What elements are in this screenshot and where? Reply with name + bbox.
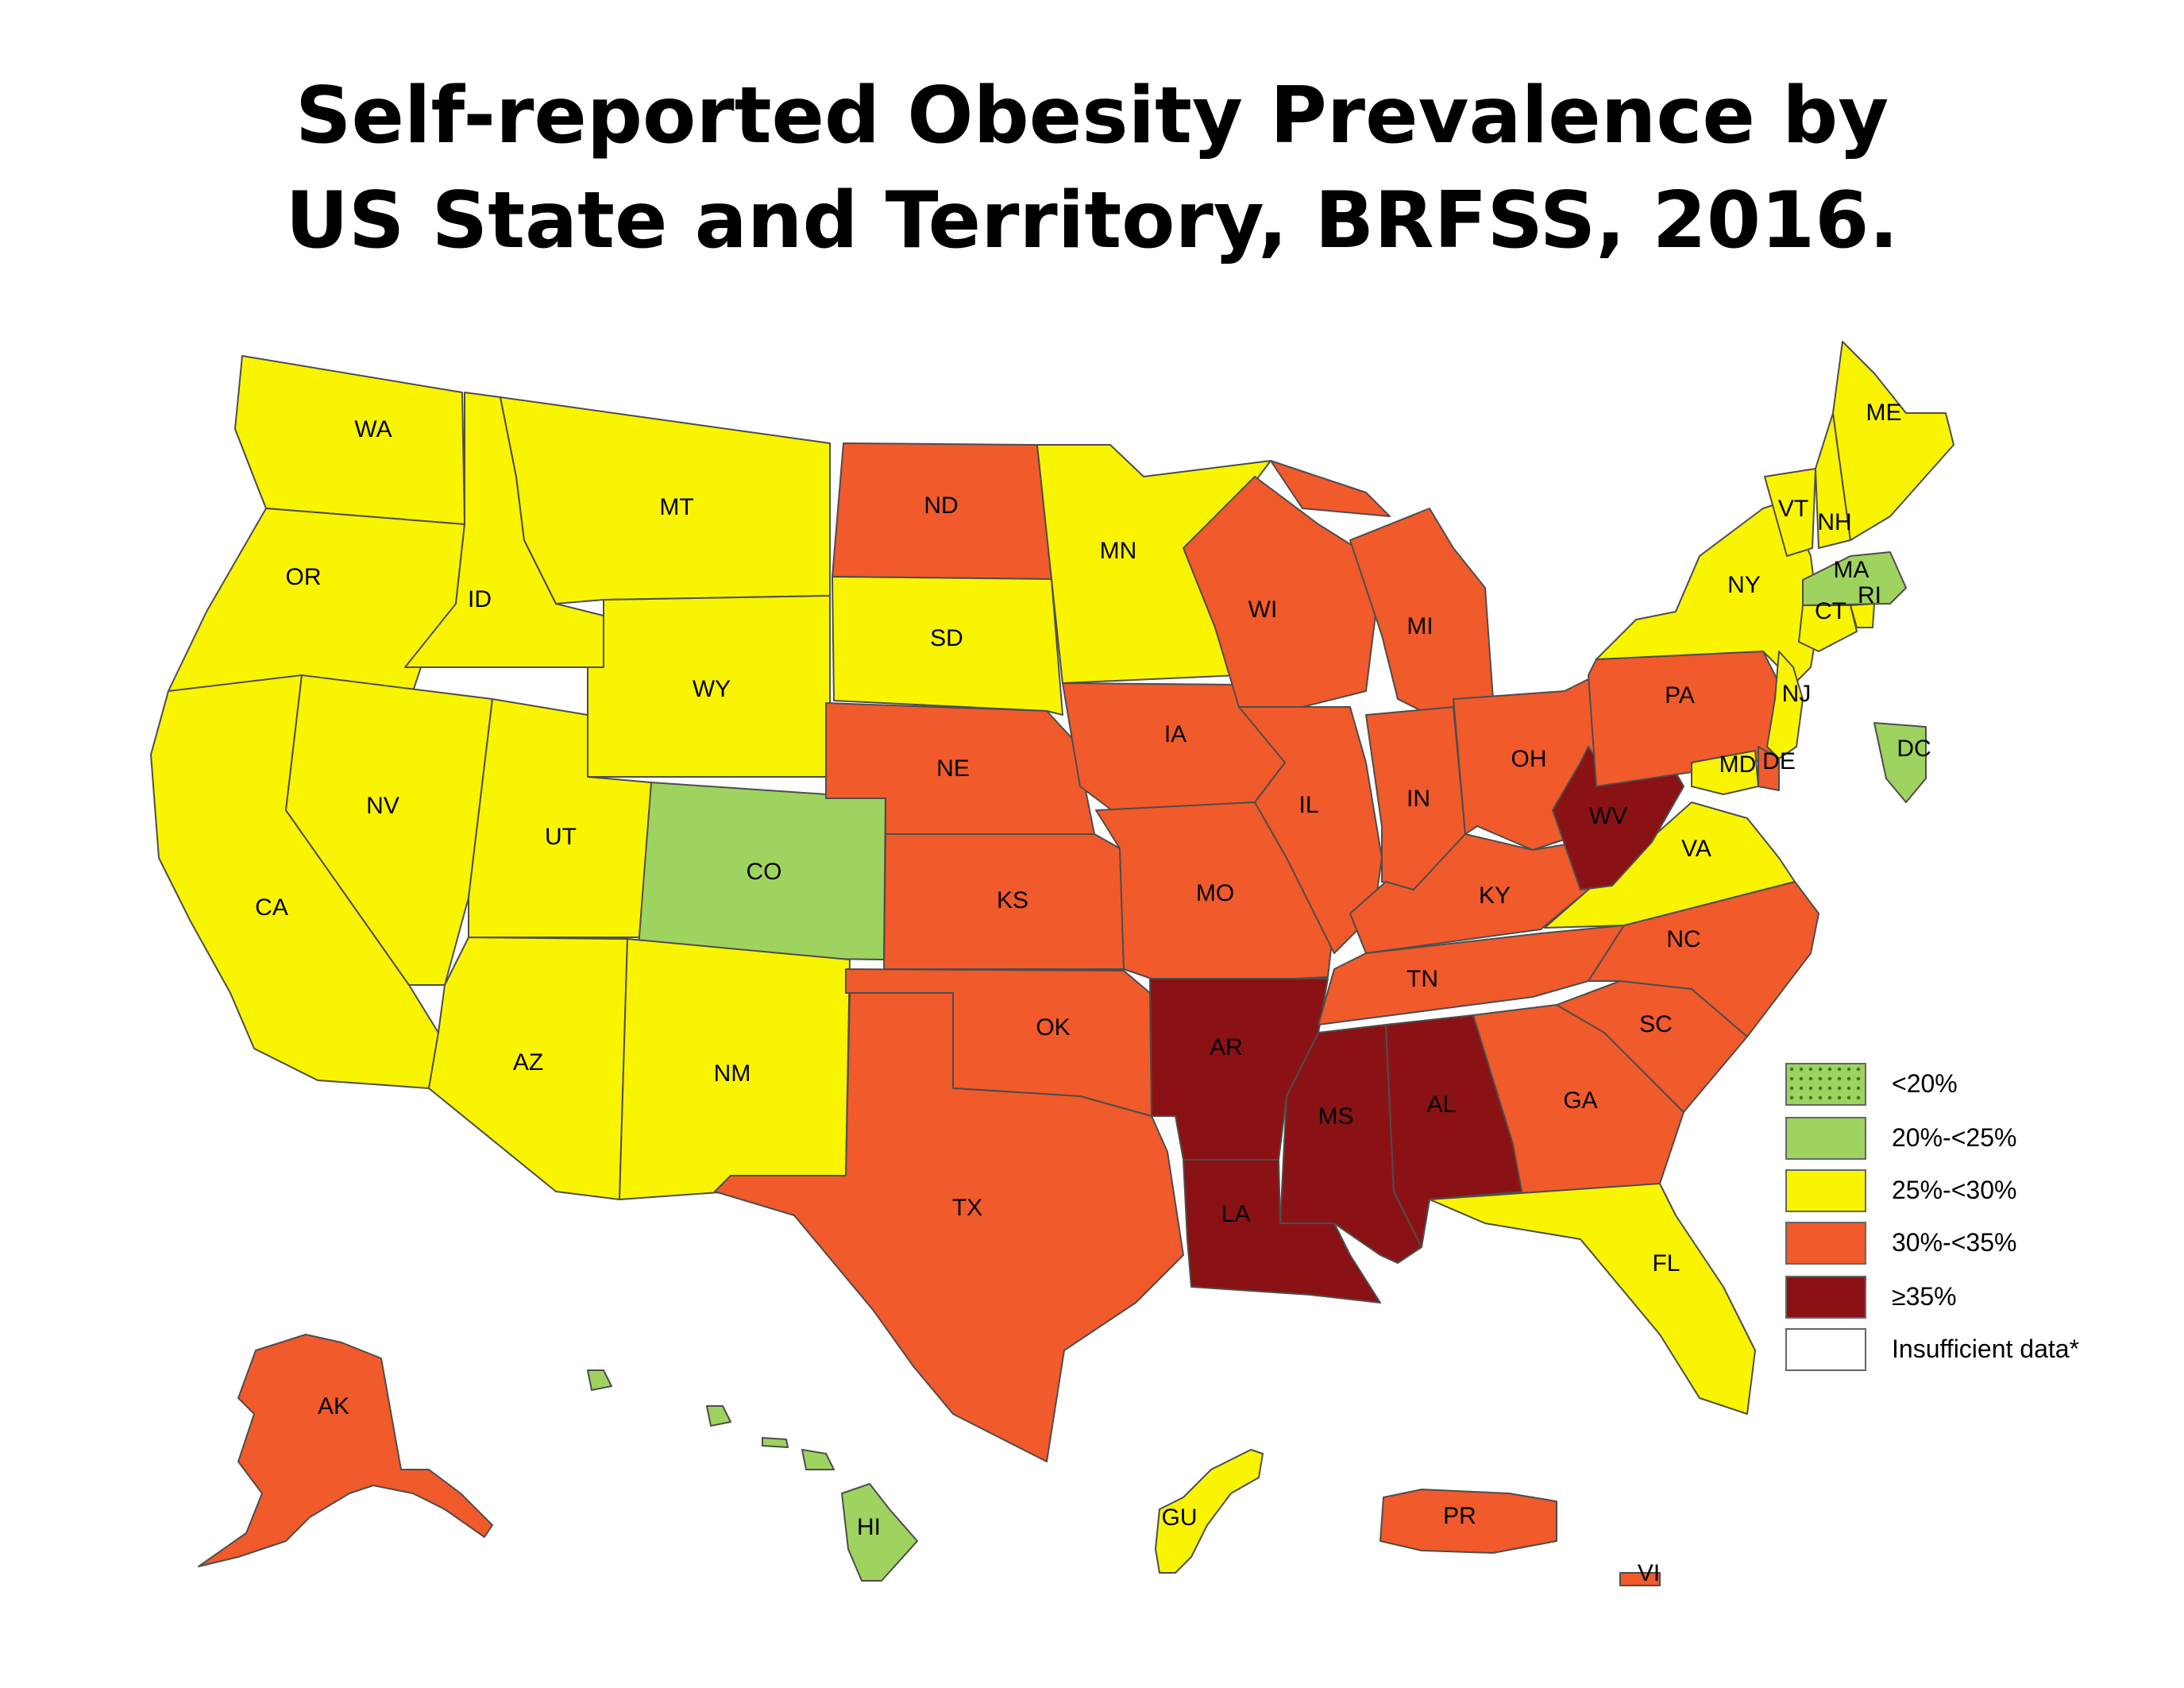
state-la	[1183, 1159, 1381, 1304]
state-label-ky: KY	[1479, 883, 1511, 909]
state-wa	[234, 355, 465, 525]
state-label-vt: VT	[1778, 496, 1808, 522]
state-label-sd: SD	[930, 625, 963, 651]
legend-item: 20%-<25%	[1785, 1117, 2167, 1163]
state-label-ar: AR	[1210, 1034, 1243, 1060]
state-label-vi: VI	[1638, 1560, 1660, 1586]
state-label-mn: MN	[1100, 538, 1137, 564]
state-label-mo: MO	[1196, 880, 1234, 906]
state-label-dc: DC	[1897, 736, 1931, 762]
state-label-nm: NM	[714, 1060, 751, 1087]
state-label-nh: NH	[1817, 509, 1851, 535]
legend-label: Insufficient data*	[1892, 1335, 2080, 1363]
state-me	[1832, 341, 1954, 541]
state-de	[1758, 746, 1780, 791]
title-line-1: Self-reported Obesity Prevalence by	[295, 71, 1889, 161]
legend-item: Insufficient data*	[1785, 1328, 2167, 1374]
state-label-fl: FL	[1652, 1250, 1680, 1277]
state-label-ny: NY	[1727, 572, 1761, 598]
legend-label: 20%-<25%	[1892, 1123, 2017, 1152]
state-label-tx: TX	[952, 1195, 982, 1221]
legend-swatch	[1785, 1063, 1866, 1106]
state-label-wv: WV	[1589, 803, 1627, 829]
state-sd	[832, 576, 1063, 716]
title-line-2: US State and Territory, BRFSS, 2016.	[285, 176, 1899, 266]
legend-item: <20%	[1785, 1063, 2167, 1109]
legend-swatch	[1785, 1222, 1866, 1265]
state-label-ia: IA	[1164, 721, 1187, 747]
state-label-nv: NV	[366, 793, 399, 819]
state-label-ks: KS	[997, 887, 1028, 914]
state-label-wi: WI	[1248, 597, 1278, 623]
state-label-ca: CA	[255, 894, 288, 921]
state-nj	[1766, 651, 1804, 759]
state-ct	[1798, 605, 1858, 652]
labels-layer: WA OR CA ID NV MT WY UT AZ CO NM ND SD NE KS OK TX MN IA MO…	[255, 400, 1931, 1586]
legend-label: <20%	[1892, 1069, 1958, 1098]
state-label-la: LA	[1221, 1201, 1251, 1227]
state-label-pr: PR	[1443, 1503, 1476, 1529]
state-tx	[714, 992, 1184, 1462]
state-label-mt: MT	[659, 494, 693, 520]
state-dc	[1873, 722, 1927, 803]
legend-label: 25%-<30%	[1892, 1176, 2017, 1204]
state-fl	[1429, 1183, 1756, 1415]
state-label-co: CO	[747, 859, 782, 885]
state-label-va: VA	[1681, 836, 1711, 862]
legend-item: ≥35%	[1785, 1276, 2167, 1322]
state-label-il: IL	[1298, 792, 1318, 818]
legend-swatch	[1785, 1328, 1866, 1371]
state-label-hi: HI	[857, 1514, 881, 1540]
state-label-wy: WY	[693, 676, 731, 702]
state-label-ma: MA	[1834, 557, 1870, 583]
state-label-ms: MS	[1318, 1103, 1354, 1130]
legend-item: 25%-<30%	[1785, 1169, 2167, 1215]
state-label-ct: CT	[1815, 598, 1846, 624]
state-label-sc: SC	[1639, 1011, 1673, 1037]
legend-swatch	[1785, 1276, 1866, 1319]
state-label-nc: NC	[1666, 926, 1700, 952]
legend-swatch	[1785, 1169, 1866, 1212]
state-gu	[1155, 1449, 1264, 1574]
page-title: Self-reported Obesity Prevalence by US S…	[0, 64, 2184, 273]
state-label-oh: OH	[1511, 746, 1547, 772]
state-label-mi: MI	[1406, 613, 1433, 639]
state-vi	[1619, 1572, 1661, 1586]
state-label-tn: TN	[1406, 966, 1438, 992]
state-ky	[1349, 833, 1589, 954]
state-label-ok: OK	[1036, 1014, 1070, 1041]
state-ak	[198, 1334, 493, 1567]
state-mt	[500, 396, 831, 605]
state-md	[1691, 750, 1759, 795]
legend-label: 30%-<35%	[1892, 1228, 2017, 1257]
state-pr	[1379, 1489, 1557, 1554]
state-label-nd: ND	[924, 492, 958, 519]
state-il	[1238, 706, 1383, 954]
state-hi	[587, 1369, 918, 1582]
states-layer	[150, 341, 1954, 1586]
state-label-in: IN	[1406, 786, 1430, 812]
legend-label: ≥35%	[1892, 1282, 1957, 1311]
state-label-pa: PA	[1665, 682, 1695, 709]
state-label-id: ID	[468, 586, 492, 612]
legend-swatch	[1785, 1117, 1866, 1160]
state-label-ak: AK	[318, 1393, 349, 1420]
state-label-ne: NE	[936, 755, 970, 782]
state-label-md: MD	[1719, 751, 1757, 778]
state-wi	[1183, 476, 1383, 708]
state-label-ut: UT	[545, 824, 577, 850]
state-label-wa: WA	[354, 416, 392, 442]
state-label-nj: NJ	[1782, 681, 1812, 707]
state-label-al: AL	[1427, 1091, 1457, 1118]
state-label-me: ME	[1866, 400, 1902, 426]
state-label-ri: RI	[1858, 582, 1881, 608]
legend-item: 30%-<35%	[1785, 1222, 2167, 1268]
state-label-az: AZ	[513, 1049, 543, 1076]
state-label-gu: GU	[1162, 1505, 1198, 1531]
state-label-ga: GA	[1563, 1087, 1597, 1114]
state-vt	[1764, 468, 1816, 557]
state-label-de: DE	[1762, 748, 1796, 774]
state-label-or: OR	[286, 564, 322, 590]
